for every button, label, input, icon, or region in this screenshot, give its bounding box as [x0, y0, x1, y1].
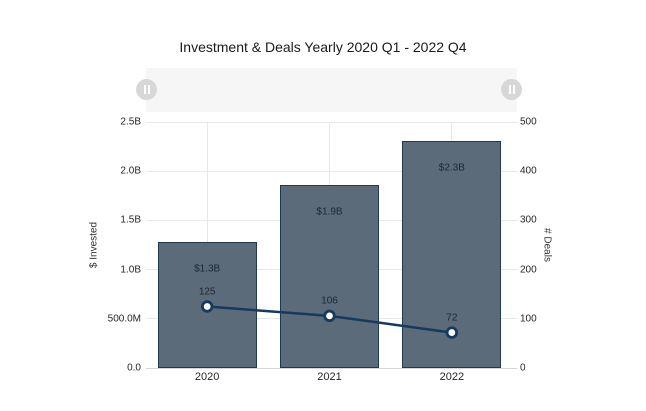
- range-slider-track[interactable]: [136, 68, 522, 112]
- gridline-h: [146, 170, 517, 172]
- y2-axis-tick-label: 400: [520, 165, 537, 177]
- bar-value-label: $2.3B: [438, 162, 465, 174]
- line-point-label: 72: [446, 312, 458, 324]
- bar-value-label: $1.3B: [194, 263, 221, 275]
- y-axis-tick-label: 2.5B: [120, 116, 141, 128]
- y-axis-tick-label: 1.5B: [120, 214, 141, 226]
- y-axis-tick-label: 1.0B: [120, 264, 141, 276]
- chart-title: Investment & Deals Yearly 2020 Q1 - 2022…: [179, 39, 467, 55]
- bar-2022[interactable]: [402, 140, 502, 368]
- gridline-h: [146, 121, 517, 123]
- y2-axis-tick-label: 200: [520, 264, 537, 276]
- y2-axis-tick-label: 500: [520, 116, 537, 128]
- bar-value-label: $1.9B: [316, 206, 343, 218]
- y-axis-tick-label: 0.0: [127, 362, 141, 374]
- y2-axis-tick-label: 0: [520, 362, 526, 374]
- x-axis-tick-label: 2022: [439, 371, 465, 383]
- range-slider-right-handle[interactable]: [501, 79, 522, 100]
- y-axis-tick-label: 500.0M: [107, 313, 141, 325]
- y2-axis-tick-label: 100: [520, 313, 537, 325]
- x-axis-tick-label: 2021: [317, 371, 342, 383]
- bar-2021[interactable]: [280, 184, 379, 368]
- y2-axis-tick-label: 300: [520, 214, 537, 226]
- pause-grip-icon: [508, 85, 515, 94]
- y-axis-tick-label: 2.0B: [120, 165, 141, 177]
- right-axis-title: # Deals: [541, 228, 553, 262]
- range-slider-left-handle[interactable]: [136, 79, 157, 100]
- line-point-label: 125: [198, 286, 216, 297]
- gridline-h: [146, 367, 517, 369]
- pause-grip-icon: [143, 85, 150, 94]
- line-point-label: 106: [321, 295, 338, 307]
- bar-2020[interactable]: [157, 242, 257, 368]
- left-axis-title: $ Invested: [88, 221, 100, 269]
- x-axis-tick-label: 2020: [194, 371, 220, 383]
